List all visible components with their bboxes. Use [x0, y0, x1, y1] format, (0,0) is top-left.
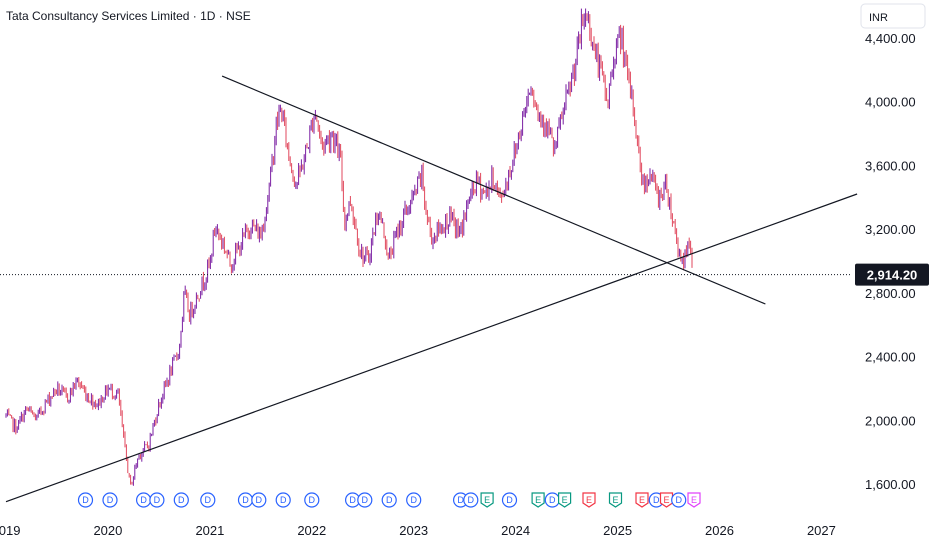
current-price-badge: 2,914.20 — [855, 263, 929, 286]
current-price-label: 2,914.20 — [867, 268, 918, 283]
currency-selector[interactable]: INR — [860, 3, 926, 29]
svg-text:D: D — [82, 495, 89, 505]
dividend-event-icon[interactable]: D — [237, 492, 254, 508]
svg-text:E: E — [663, 495, 669, 505]
y-tick-label: 2,400.00 — [865, 350, 916, 365]
dividend-event-icon[interactable]: D — [357, 492, 373, 508]
svg-text:D: D — [309, 495, 316, 505]
svg-text:D: D — [457, 495, 464, 505]
currency-label: INR — [869, 12, 888, 24]
dividend-event-icon[interactable]: D — [345, 492, 361, 508]
svg-text:D: D — [140, 495, 147, 505]
trendlines[interactable] — [5, 75, 858, 503]
svg-text:E: E — [535, 495, 541, 505]
trendline-descending[interactable] — [221, 75, 766, 305]
earnings-event-icon[interactable]: E — [608, 492, 623, 508]
svg-text:E: E — [484, 495, 490, 505]
y-tick-label: 3,600.00 — [865, 158, 916, 173]
dividend-event-icon[interactable]: D — [251, 492, 267, 508]
y-axis: 4,400.00 4,000.00 3,600.00 3,200.00 2,800.00… — [865, 31, 916, 492]
svg-text:E: E — [612, 495, 618, 505]
svg-text:D: D — [256, 495, 263, 505]
y-tick-label: 1,600.00 — [865, 477, 916, 492]
earnings-event-icon[interactable]: E — [687, 492, 701, 508]
dividend-event-icon[interactable]: D — [275, 492, 291, 508]
svg-text:D: D — [280, 495, 287, 505]
dividend-event-icon[interactable]: D — [381, 492, 397, 508]
svg-text:D: D — [468, 495, 475, 505]
earnings-event-icon[interactable]: E — [558, 492, 572, 508]
svg-text:E: E — [586, 495, 592, 505]
svg-text:E: E — [562, 495, 568, 505]
chart-title: Tata Consultancy Services Limited · 1D ·… — [6, 9, 251, 23]
dividend-event-icon[interactable]: D — [149, 492, 165, 508]
x-tick-label: 2027 — [807, 523, 836, 538]
trendline-ascending[interactable] — [5, 193, 858, 503]
x-tick-label: 2020 — [93, 523, 122, 538]
y-tick-label: 3,200.00 — [865, 222, 916, 237]
x-tick-label: 2026 — [705, 523, 734, 538]
y-tick-label: 4,400.00 — [865, 31, 916, 46]
svg-text:D: D — [653, 495, 660, 505]
dividend-event-icon[interactable]: D — [136, 492, 152, 508]
dividend-event-icon[interactable]: D — [102, 492, 118, 508]
svg-text:D: D — [349, 495, 356, 505]
dividend-event-icon[interactable]: D — [200, 492, 216, 508]
svg-text:D: D — [205, 495, 212, 505]
earnings-event-icon[interactable]: E — [635, 492, 649, 508]
x-tick-label: 2023 — [399, 523, 428, 538]
y-tick-label: 2,800.00 — [865, 286, 916, 301]
svg-text:D: D — [178, 495, 185, 505]
svg-text:D: D — [675, 495, 682, 505]
x-tick-label: 2019 — [0, 523, 20, 538]
earnings-event-icon[interactable]: E — [582, 492, 596, 508]
svg-text:D: D — [107, 495, 114, 505]
dividend-event-icon[interactable]: D — [463, 492, 479, 508]
svg-text:D: D — [386, 495, 393, 505]
earnings-event-icon[interactable]: E — [659, 492, 674, 508]
x-tick-label: 2021 — [195, 523, 224, 538]
earnings-event-icon[interactable]: E — [480, 492, 494, 508]
y-tick-label: 2,000.00 — [865, 413, 916, 428]
svg-text:D: D — [154, 495, 161, 505]
x-tick-label: 2024 — [501, 523, 530, 538]
candles — [5, 8, 693, 486]
x-tick-label: 2025 — [603, 523, 632, 538]
svg-text:E: E — [639, 495, 645, 505]
dividend-event-icon[interactable]: D — [304, 492, 320, 508]
dividend-event-icon[interactable]: D — [671, 492, 687, 508]
dividend-event-icon[interactable]: D — [173, 492, 189, 508]
x-axis: 2019 2020 2021 2022 2023 2024 2025 2026 2027 — [0, 523, 836, 538]
dividend-event-icon[interactable]: D — [544, 492, 560, 508]
dividend-event-icon[interactable]: D — [406, 492, 422, 508]
svg-text:D: D — [242, 495, 249, 505]
svg-text:D: D — [362, 495, 369, 505]
earnings-event-icon[interactable]: E — [531, 492, 545, 508]
x-tick-label: 2022 — [297, 523, 326, 538]
svg-text:D: D — [410, 495, 417, 505]
dividend-event-icon[interactable]: D — [501, 492, 518, 508]
dividend-event-icon[interactable]: D — [77, 492, 94, 508]
y-tick-label: 4,000.00 — [865, 95, 916, 110]
svg-text:D: D — [549, 495, 556, 505]
svg-text:D: D — [506, 495, 513, 505]
svg-text:E: E — [691, 495, 697, 505]
